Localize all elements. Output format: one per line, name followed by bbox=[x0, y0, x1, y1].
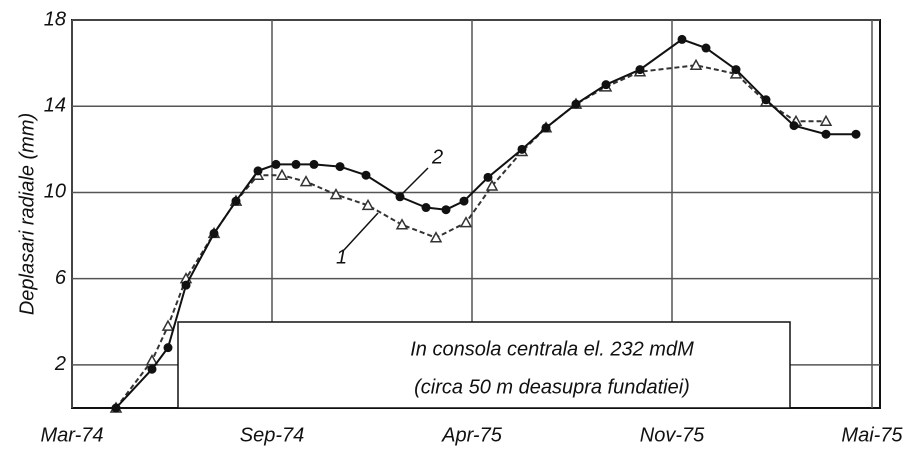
x-tick-label: Nov-75 bbox=[640, 424, 705, 446]
marker bbox=[601, 80, 611, 90]
marker bbox=[147, 364, 157, 374]
arrow bbox=[343, 212, 379, 251]
marker bbox=[635, 65, 645, 75]
marker bbox=[429, 231, 443, 243]
y-tick-label: 18 bbox=[44, 8, 66, 30]
marker bbox=[821, 129, 831, 139]
x-tick-label: Mar-74 bbox=[41, 424, 104, 446]
marker bbox=[517, 144, 527, 154]
annotation: 1 bbox=[336, 246, 347, 268]
y-axis-label: Deplasari radiale (mm) bbox=[16, 113, 38, 315]
marker bbox=[361, 170, 371, 180]
marker bbox=[701, 43, 711, 53]
annotation: 2 bbox=[431, 146, 443, 168]
marker bbox=[335, 162, 345, 172]
arrow bbox=[401, 167, 429, 195]
x-tick-label: Sep-74 bbox=[240, 424, 305, 446]
marker bbox=[395, 218, 409, 230]
x-tick-label: Apr-75 bbox=[441, 424, 503, 446]
annotation: (circa 50 m deasupra fundatiei) bbox=[414, 376, 690, 398]
marker bbox=[421, 203, 431, 213]
marker bbox=[145, 354, 159, 366]
x-tick-label: Mai-75 bbox=[841, 424, 903, 446]
marker bbox=[275, 168, 289, 180]
marker bbox=[209, 228, 219, 238]
marker bbox=[111, 403, 121, 413]
marker bbox=[485, 179, 499, 191]
marker bbox=[163, 343, 173, 353]
annotation: In consola centrala el. 232 mdM bbox=[410, 338, 694, 360]
y-tick-label: 10 bbox=[44, 181, 66, 203]
marker bbox=[253, 166, 263, 176]
marker bbox=[271, 159, 281, 169]
marker bbox=[761, 95, 771, 105]
y-tick-label: 6 bbox=[55, 267, 67, 289]
marker bbox=[571, 99, 581, 109]
marker bbox=[299, 175, 313, 187]
marker bbox=[731, 65, 741, 75]
marker bbox=[819, 114, 833, 127]
marker bbox=[395, 192, 405, 202]
marker bbox=[677, 34, 687, 44]
marker bbox=[441, 205, 451, 215]
marker bbox=[789, 121, 799, 131]
marker bbox=[541, 123, 551, 133]
marker bbox=[361, 198, 375, 211]
marker bbox=[231, 196, 241, 206]
marker bbox=[851, 129, 861, 139]
marker bbox=[291, 159, 301, 169]
marker bbox=[181, 280, 191, 290]
marker bbox=[483, 172, 493, 182]
marker bbox=[329, 188, 343, 200]
annotation-box bbox=[177, 321, 791, 409]
marker bbox=[459, 216, 473, 228]
y-tick-label: 2 bbox=[54, 353, 66, 375]
y-tick-label: 14 bbox=[44, 95, 66, 117]
marker bbox=[689, 58, 703, 71]
marker bbox=[309, 159, 319, 169]
marker bbox=[161, 319, 175, 331]
marker bbox=[459, 196, 469, 206]
